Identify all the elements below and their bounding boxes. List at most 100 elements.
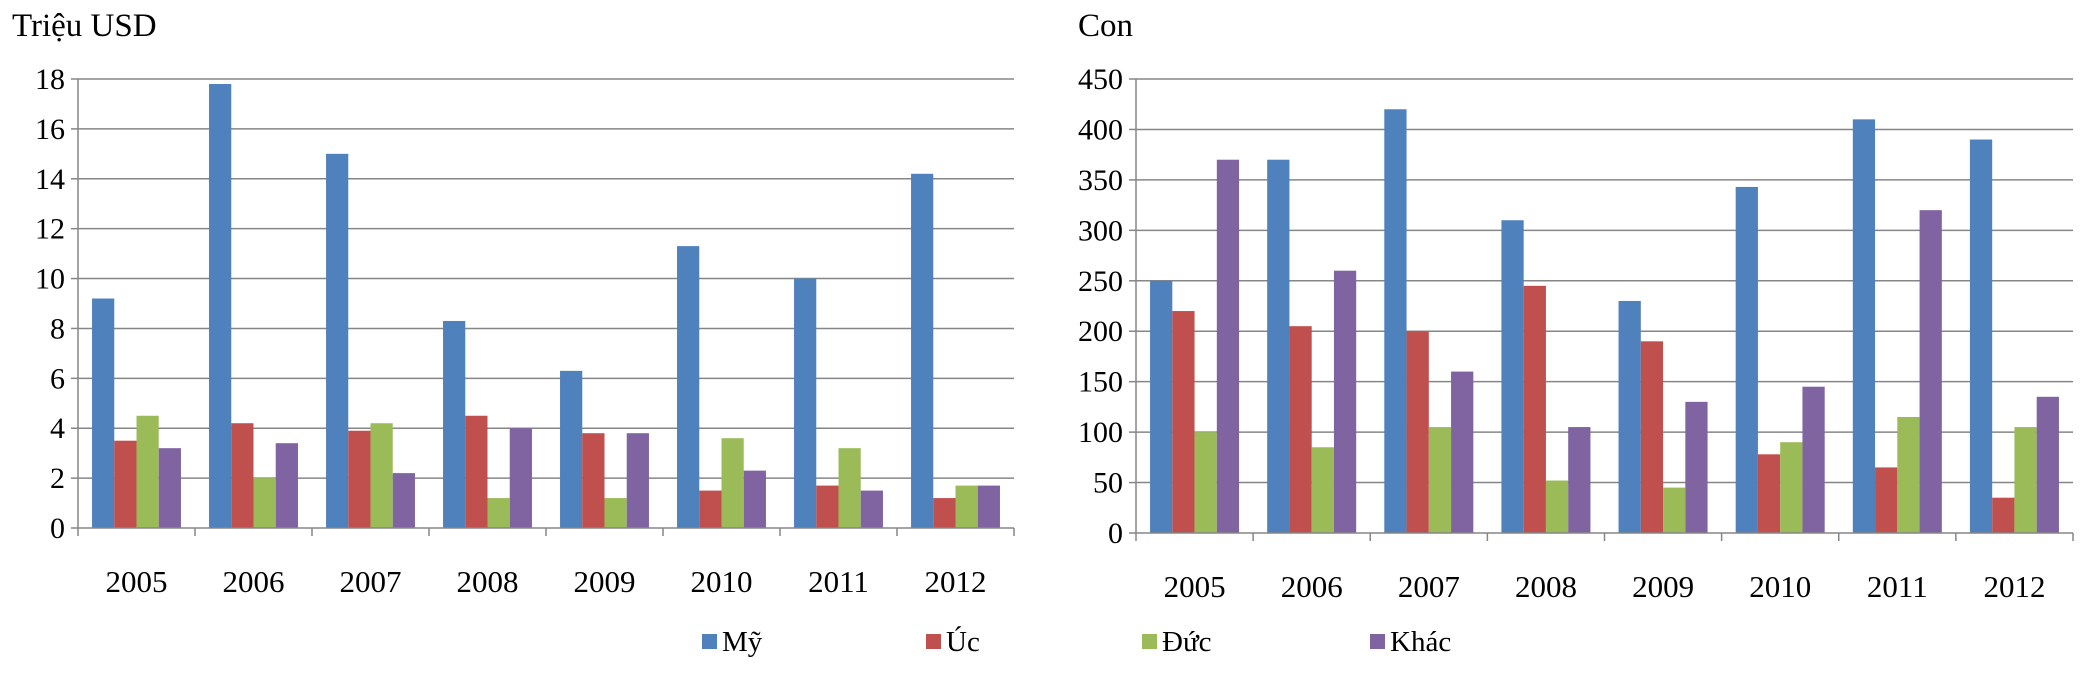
y-tick-label: 200 [1078, 315, 1123, 348]
y-tick-label: 150 [1078, 366, 1123, 399]
y-tick-label: 250 [1078, 265, 1123, 298]
bar-duc-2011 [1897, 416, 1920, 533]
bar-duc-2009 [604, 498, 627, 528]
bar-uc-2008 [465, 415, 488, 528]
legend: Mỹ Úc Đức Khác [702, 625, 1451, 658]
bar-my-2011 [794, 278, 817, 528]
legend-label-duc: Đức [1162, 626, 1212, 658]
bar-duc-2008 [487, 498, 510, 528]
y-tick-label: 400 [1078, 113, 1123, 146]
bar-duc-2005 [1194, 432, 1217, 533]
axes [71, 78, 1015, 536]
legend-label-khac: Khác [1390, 626, 1451, 658]
bar-my-2012 [911, 173, 934, 529]
bar-my-2007 [326, 153, 349, 529]
x-tick-labels: 2005 2006 2007 2008 2009 2010 2011 2012 [106, 564, 987, 599]
bar-my-2006 [1267, 159, 1290, 533]
x-tick-label: 2006 [1281, 569, 1343, 604]
bar-my-2005 [92, 298, 115, 528]
bar-duc-2008 [1545, 480, 1569, 533]
legend-label-uc: Úc [946, 625, 980, 658]
y-unit-label: Con [1078, 8, 1133, 44]
legend-label-my: Mỹ [722, 626, 763, 658]
bar-duc-2007 [370, 423, 393, 528]
axes [1129, 78, 2074, 541]
bar-uc-2007 [348, 430, 371, 528]
bar-my-2008 [443, 320, 466, 528]
bar-my-2011 [1852, 119, 1876, 533]
legend-swatch-duc [1142, 634, 1157, 649]
x-tick-label: 2005 [106, 564, 168, 599]
bar-khac-2010 [1802, 386, 1825, 533]
bar-duc-2006 [1311, 447, 1334, 533]
bar-my-2005 [1150, 280, 1173, 533]
y-tick-label: 300 [1078, 214, 1123, 247]
bar-uc-2011 [1875, 467, 1898, 533]
bar-khac-2007 [392, 473, 415, 528]
x-tick-label: 2009 [574, 564, 636, 599]
legend-swatch-khac [1370, 634, 1385, 649]
y-tick-label: 16 [35, 113, 65, 146]
bar-khac-2011 [1919, 210, 1942, 533]
bar-my-2007 [1384, 109, 1407, 534]
y-tick-label: 10 [35, 263, 65, 296]
y-tick-label: 450 [1078, 63, 1123, 96]
bar-khac-2012 [977, 485, 1000, 528]
y-tick-labels: 0 50 100 150 200 250 300 350 400 450 [1078, 63, 1123, 550]
bar-uc-2008 [1523, 285, 1546, 533]
bar-uc-2007 [1406, 331, 1429, 533]
x-tick-label: 2010 [1749, 569, 1811, 604]
bar-khac-2011 [860, 490, 883, 528]
bar-duc-2012 [955, 485, 978, 528]
x-tick-label: 2007 [340, 564, 402, 599]
bar-my-2006 [209, 83, 232, 528]
bar-uc-2010 [699, 490, 722, 528]
y-tick-label: 50 [1093, 467, 1123, 500]
y-tick-label: 100 [1078, 416, 1123, 449]
bar-uc-2012 [1992, 497, 2015, 533]
y-tick-label: 0 [1108, 517, 1123, 550]
y-tick-label: 6 [50, 362, 65, 395]
bar-duc-2009 [1663, 487, 1686, 533]
y-tick-label: 8 [50, 312, 65, 345]
x-tick-label: 2012 [925, 564, 987, 599]
x-tick-label: 2010 [691, 564, 753, 599]
bar-uc-2012 [933, 498, 956, 528]
y-unit-label: Triệu USD [12, 8, 157, 44]
y-tick-label: 0 [50, 512, 65, 545]
bar-khac-2007 [1451, 371, 1474, 533]
y-tick-label: 14 [35, 163, 65, 196]
x-tick-label: 2005 [1164, 569, 1226, 604]
x-tick-label: 2009 [1632, 569, 1694, 604]
y-tick-label: 4 [50, 412, 65, 445]
bar-my-2012 [1969, 139, 1993, 534]
bar-uc-2005 [1172, 311, 1195, 533]
bar-uc-2006 [231, 423, 254, 528]
bar-uc-2011 [816, 485, 839, 528]
bars [1150, 109, 2059, 534]
bars [92, 83, 1000, 529]
bar-duc-2007 [1428, 427, 1452, 533]
bar-uc-2009 [582, 433, 605, 528]
bar-duc-2012 [2014, 427, 2037, 533]
x-tick-label: 2006 [223, 564, 285, 599]
bar-my-2009 [560, 370, 583, 528]
bar-duc-2006 [253, 478, 276, 528]
legend-swatch-uc [926, 634, 941, 649]
bar-khac-2012 [2036, 396, 2059, 533]
chart-count: Con 0 50 100 150 200 250 300 350 400 450 2005 2006… [1078, 8, 2074, 604]
bar-khac-2008 [1568, 427, 1591, 533]
x-tick-label: 2007 [1398, 569, 1460, 604]
bar-khac-2008 [509, 428, 532, 528]
bar-khac-2006 [275, 443, 298, 528]
y-tick-label: 18 [35, 63, 65, 96]
x-tick-label: 2011 [1867, 569, 1928, 604]
bar-khac-2005 [158, 448, 181, 528]
bar-my-2009 [1618, 300, 1641, 533]
bar-my-2010 [1735, 186, 1758, 533]
bar-uc-2010 [1757, 454, 1781, 533]
bar-khac-2005 [1216, 159, 1240, 533]
x-tick-label: 2008 [457, 564, 519, 599]
